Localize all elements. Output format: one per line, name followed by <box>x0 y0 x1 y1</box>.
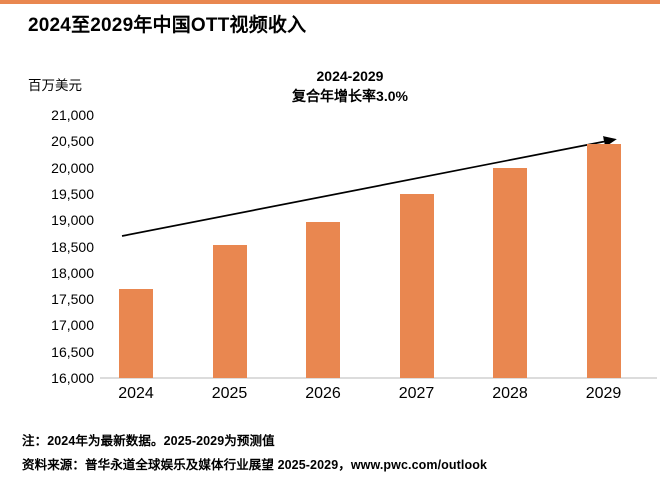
y-tick-label: 18,500 <box>51 238 94 255</box>
trend-arrow <box>121 136 617 237</box>
y-tick-label: 21,000 <box>51 107 94 123</box>
bar-2029 <box>586 143 621 378</box>
y-tick-label: 17,000 <box>51 317 94 334</box>
x-axis-labels: 2024 2025 2026 2027 2028 2029 <box>100 385 657 407</box>
note-text: 注：2024年为最新数据。2025-2029为预测值 <box>22 434 275 448</box>
x-tick-label-2026: 2026 <box>305 385 341 402</box>
y-tick-label: 19,500 <box>51 185 94 202</box>
bar-2026 <box>306 222 340 378</box>
y-axis-tick-labels: 21,000 20,500 20,000 19,500 19,000 18,500 18,0… <box>0 0 94 488</box>
y-tick-label: 16,500 <box>51 343 94 360</box>
bar-2027 <box>399 193 434 378</box>
x-axis-line <box>100 377 657 379</box>
bar-2028 <box>493 167 527 378</box>
x-tick-label-2029: 2029 <box>585 385 622 402</box>
y-tick-label: 20,000 <box>51 159 94 176</box>
cagr-period-label: 2024-2029 <box>316 68 384 84</box>
y-axis-unit-label: 百万美元 <box>28 78 82 93</box>
page-title: 2024至2029年中国OTT视频收入 <box>28 15 307 36</box>
cagr-rate-label: 复合年增长率3.0% <box>292 88 408 104</box>
x-tick-label-2028: 2028 <box>492 385 528 402</box>
top-accent-line <box>0 0 660 4</box>
y-tick-label: 17,500 <box>51 291 94 308</box>
x-tick-label-2025: 2025 <box>211 385 248 402</box>
bar-2025 <box>212 244 247 378</box>
y-tick-label: 18,000 <box>51 264 94 281</box>
x-tick-label-2024: 2024 <box>118 385 154 402</box>
source-text: 资料来源：普华永道全球娱乐及媒体行业展望 2025-2029，www.pwc.c… <box>22 458 488 472</box>
plot-area <box>100 115 657 379</box>
y-tick-label: 20,500 <box>51 133 94 150</box>
y-tick-label: 19,000 <box>51 212 94 229</box>
x-tick-label-2027: 2027 <box>398 385 435 402</box>
bar-2024 <box>119 288 153 378</box>
y-tick-label: 16,000 <box>51 370 94 386</box>
cagr-annotation: 2024-2029 复合年增长率3.0% <box>240 66 460 106</box>
